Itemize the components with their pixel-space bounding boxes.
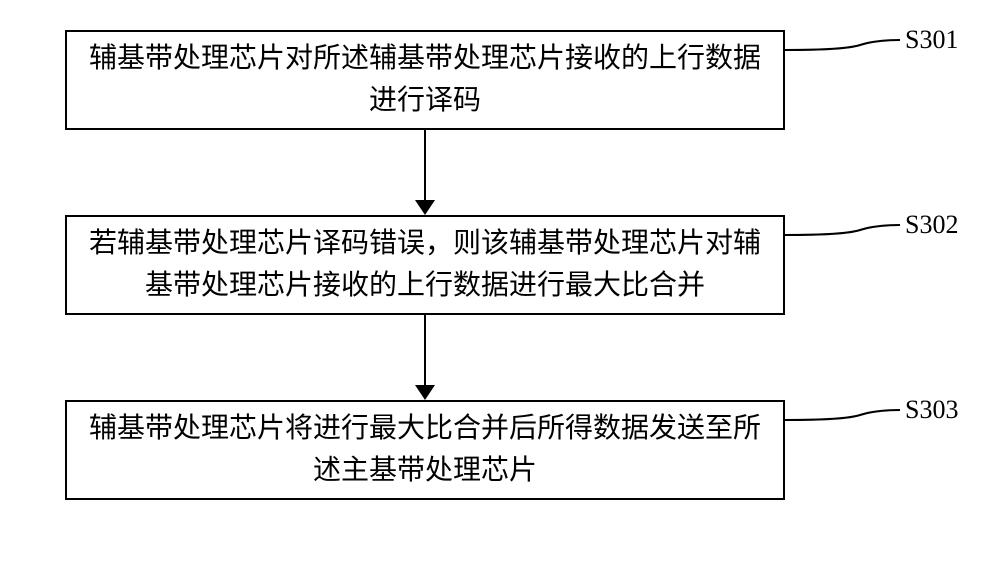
label-s301-text: S301 [905,25,958,54]
label-s303: S303 [905,395,958,425]
label-s303-text: S303 [905,395,958,424]
arrow-head-1 [415,200,435,215]
connector-3 [785,410,900,420]
step-text-3: 辅基带处理芯片将进行最大比合并后所得数据发送至所述主基带处理芯片 [87,408,763,492]
label-s302-text: S302 [905,210,958,239]
step-box-3: 辅基带处理芯片将进行最大比合并后所得数据发送至所述主基带处理芯片 [65,400,785,500]
connector-2 [785,225,900,235]
arrow-line-1 [424,130,426,203]
step-text-2: 若辅基带处理芯片译码错误，则该辅基带处理芯片对辅基带处理芯片接收的上行数据进行最… [87,223,763,307]
arrow-head-2 [415,385,435,400]
arrow-line-2 [424,315,426,388]
connector-1 [785,40,900,50]
step-box-2: 若辅基带处理芯片译码错误，则该辅基带处理芯片对辅基带处理芯片接收的上行数据进行最… [65,215,785,315]
step-box-1: 辅基带处理芯片对所述辅基带处理芯片接收的上行数据进行译码 [65,30,785,130]
label-s301: S301 [905,25,958,55]
flowchart-canvas: 辅基带处理芯片对所述辅基带处理芯片接收的上行数据进行译码 若辅基带处理芯片译码错… [0,0,1000,575]
step-text-1: 辅基带处理芯片对所述辅基带处理芯片接收的上行数据进行译码 [87,38,763,122]
label-s302: S302 [905,210,958,240]
